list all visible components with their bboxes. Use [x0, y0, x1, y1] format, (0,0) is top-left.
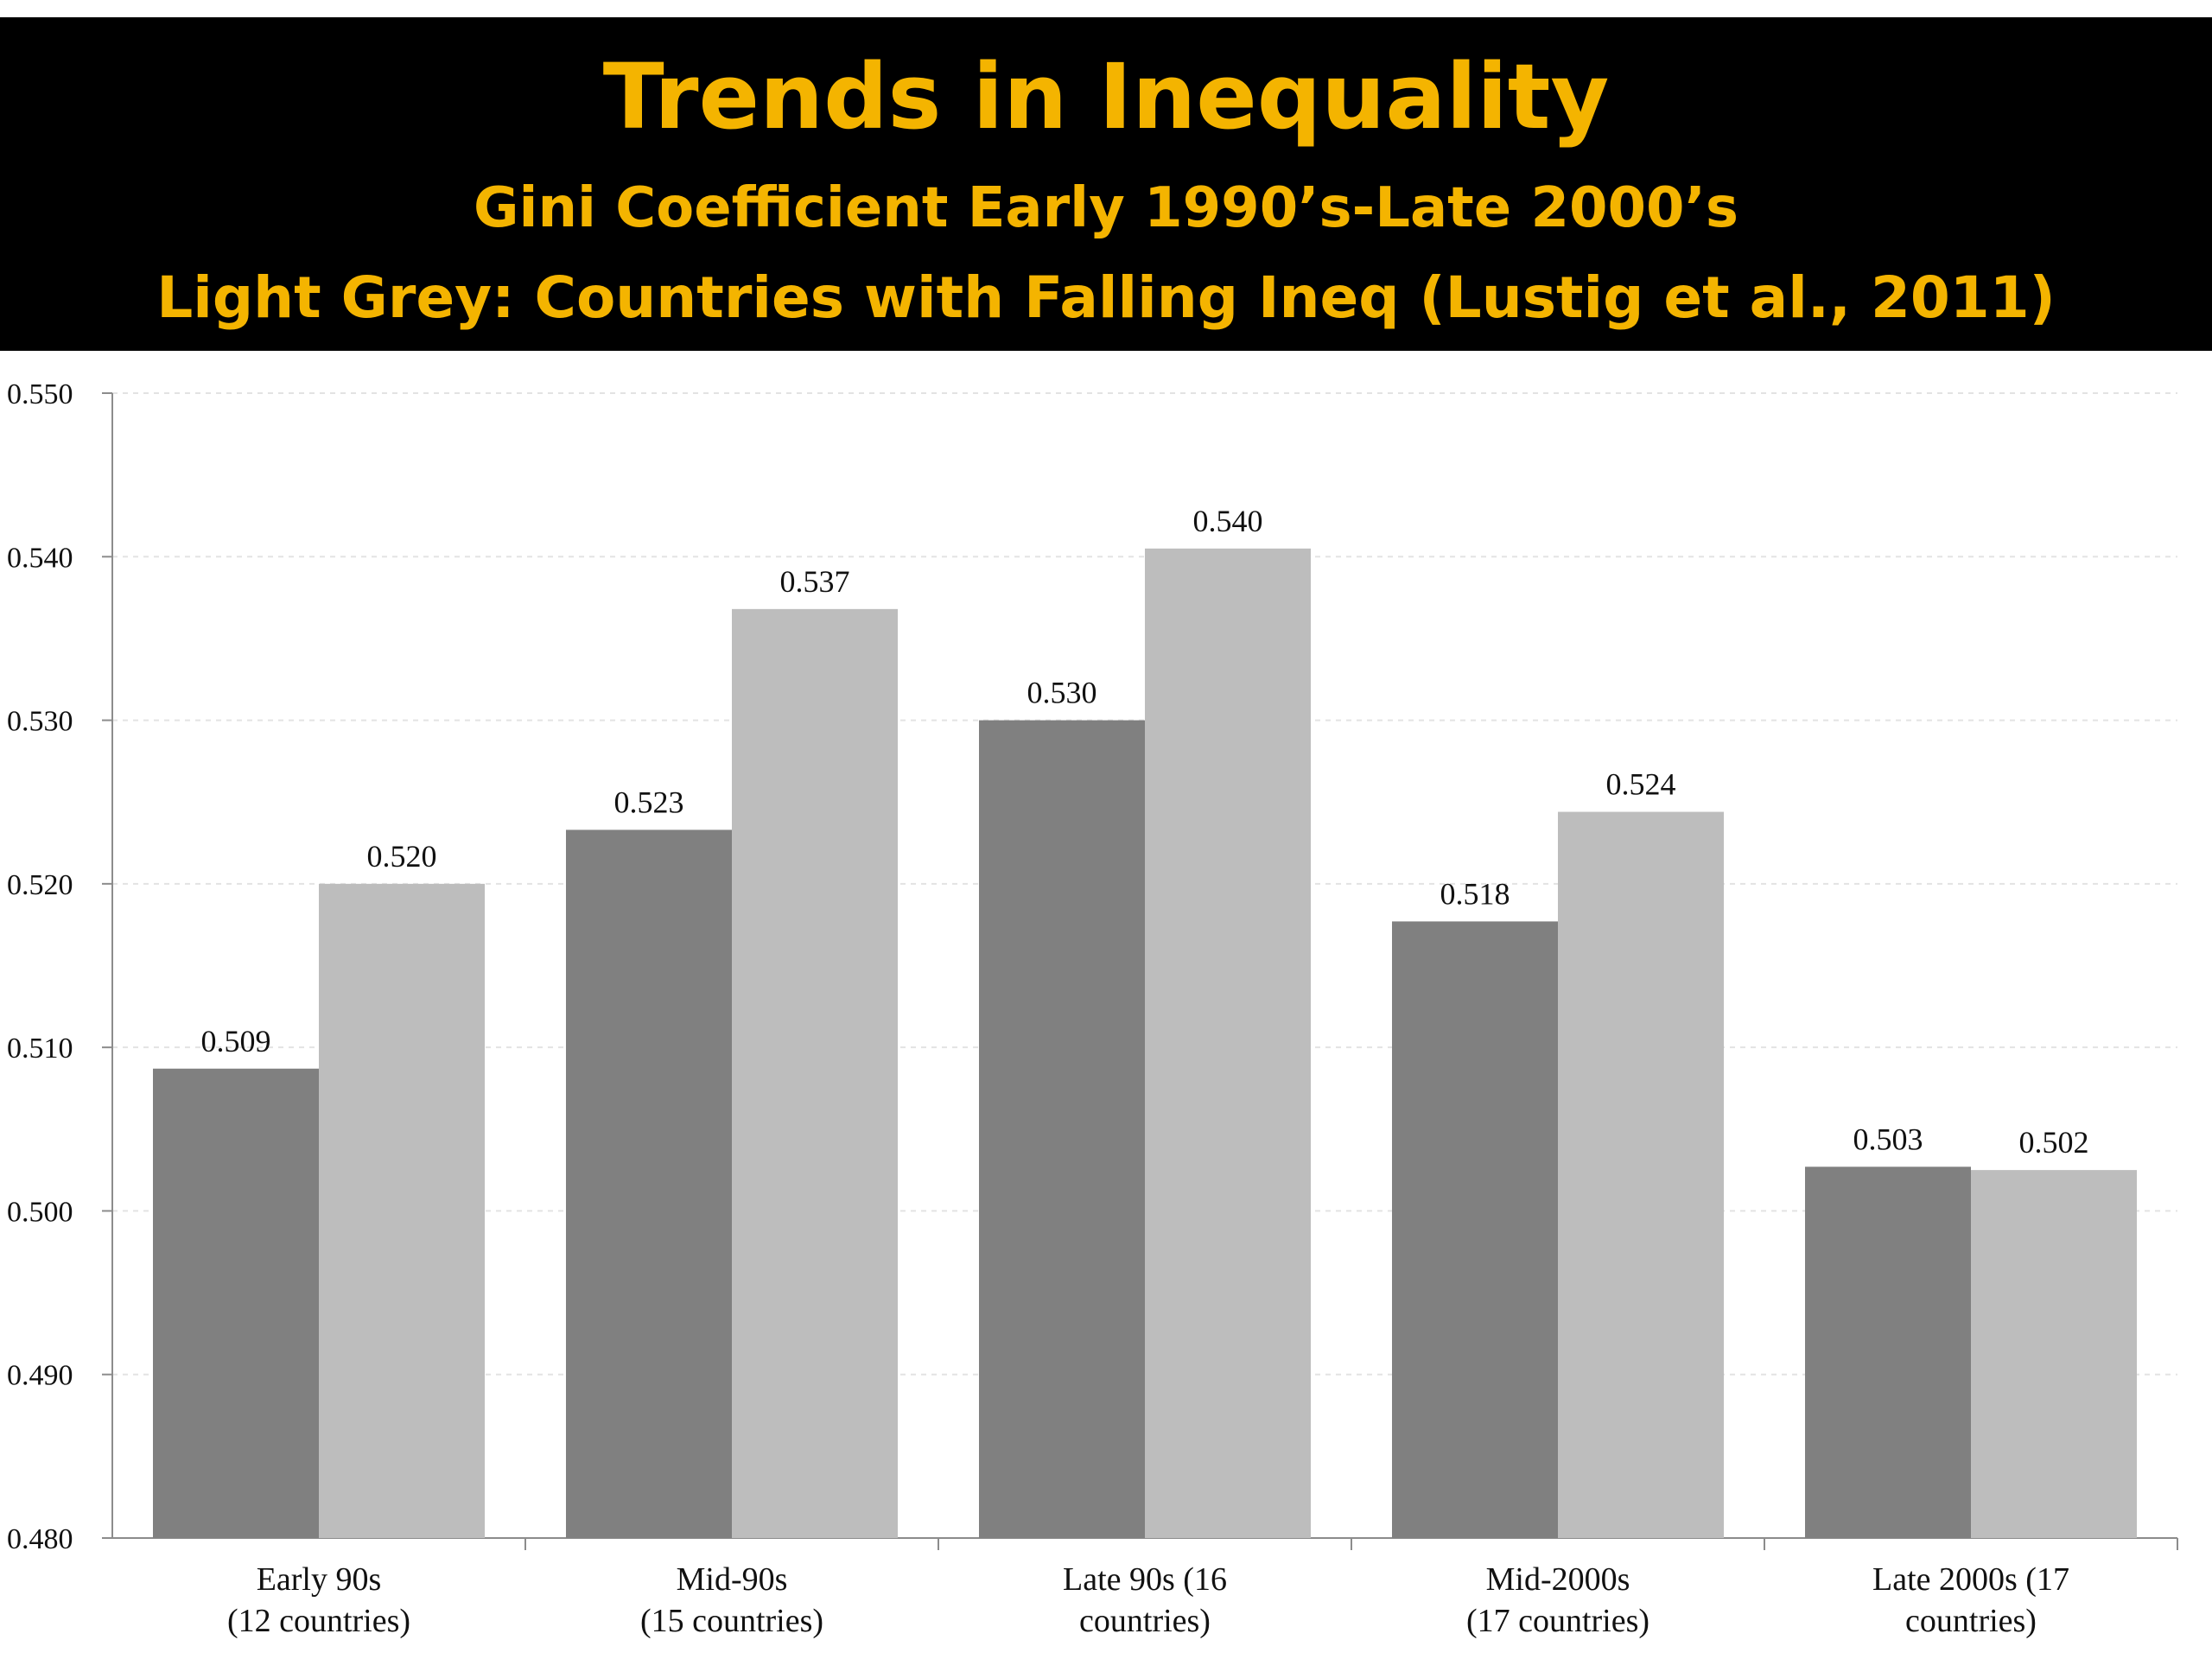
y-tick-label: 0.490: [7, 1360, 73, 1392]
data-label: 0.537: [780, 564, 850, 599]
data-label: 0.509: [201, 1024, 271, 1058]
y-tick-label: 0.510: [7, 1033, 73, 1065]
chart-subtitle-line-1: Gini Coefficient Early 1990’s-Late 2000’…: [474, 176, 1738, 240]
data-label: 0.530: [1027, 676, 1097, 710]
bar: [1558, 811, 1724, 1538]
y-tick-label: 0.520: [7, 869, 73, 901]
x-category-label: countries): [1905, 1603, 2037, 1639]
bar: [1145, 548, 1311, 1538]
y-tick-label: 0.500: [7, 1196, 73, 1228]
title-banner: [0, 17, 2212, 351]
data-label: 0.523: [614, 785, 684, 819]
data-label: 0.524: [1606, 767, 1676, 802]
y-tick-label: 0.530: [7, 706, 73, 738]
x-category-label: Mid-90s: [677, 1561, 788, 1598]
chart-title: Trends in Inequality: [602, 44, 1610, 149]
x-category-label: (12 countries): [227, 1603, 410, 1639]
x-category-label: (17 countries): [1466, 1603, 1649, 1639]
data-label: 0.518: [1440, 876, 1510, 911]
data-label: 0.540: [1193, 504, 1263, 538]
bar: [153, 1068, 319, 1538]
data-label: 0.502: [2019, 1125, 2089, 1160]
data-label: 0.520: [367, 839, 437, 874]
bar: [732, 608, 898, 1538]
y-tick-label: 0.550: [7, 378, 73, 410]
chart-subtitle-line-2: Light Grey: Countries with Falling Ineq …: [156, 264, 2056, 331]
x-category-label: Early 90s: [257, 1561, 382, 1598]
y-tick-label: 0.540: [7, 542, 73, 574]
y-tick-label: 0.480: [7, 1523, 73, 1555]
x-category-label: Late 90s (16: [1063, 1561, 1227, 1598]
bar: [319, 883, 485, 1538]
x-category-label: Mid-2000s: [1486, 1561, 1630, 1598]
x-category-label: (15 countries): [640, 1603, 823, 1639]
x-category-label: Late 2000s (17: [1872, 1561, 2069, 1598]
x-category-label: countries): [1079, 1603, 1211, 1639]
bar: [1805, 1166, 1971, 1538]
data-label: 0.503: [1853, 1122, 1923, 1156]
bar: [1392, 921, 1558, 1538]
bar: [566, 830, 732, 1538]
bar: [1971, 1170, 2137, 1538]
bar: [979, 720, 1145, 1538]
